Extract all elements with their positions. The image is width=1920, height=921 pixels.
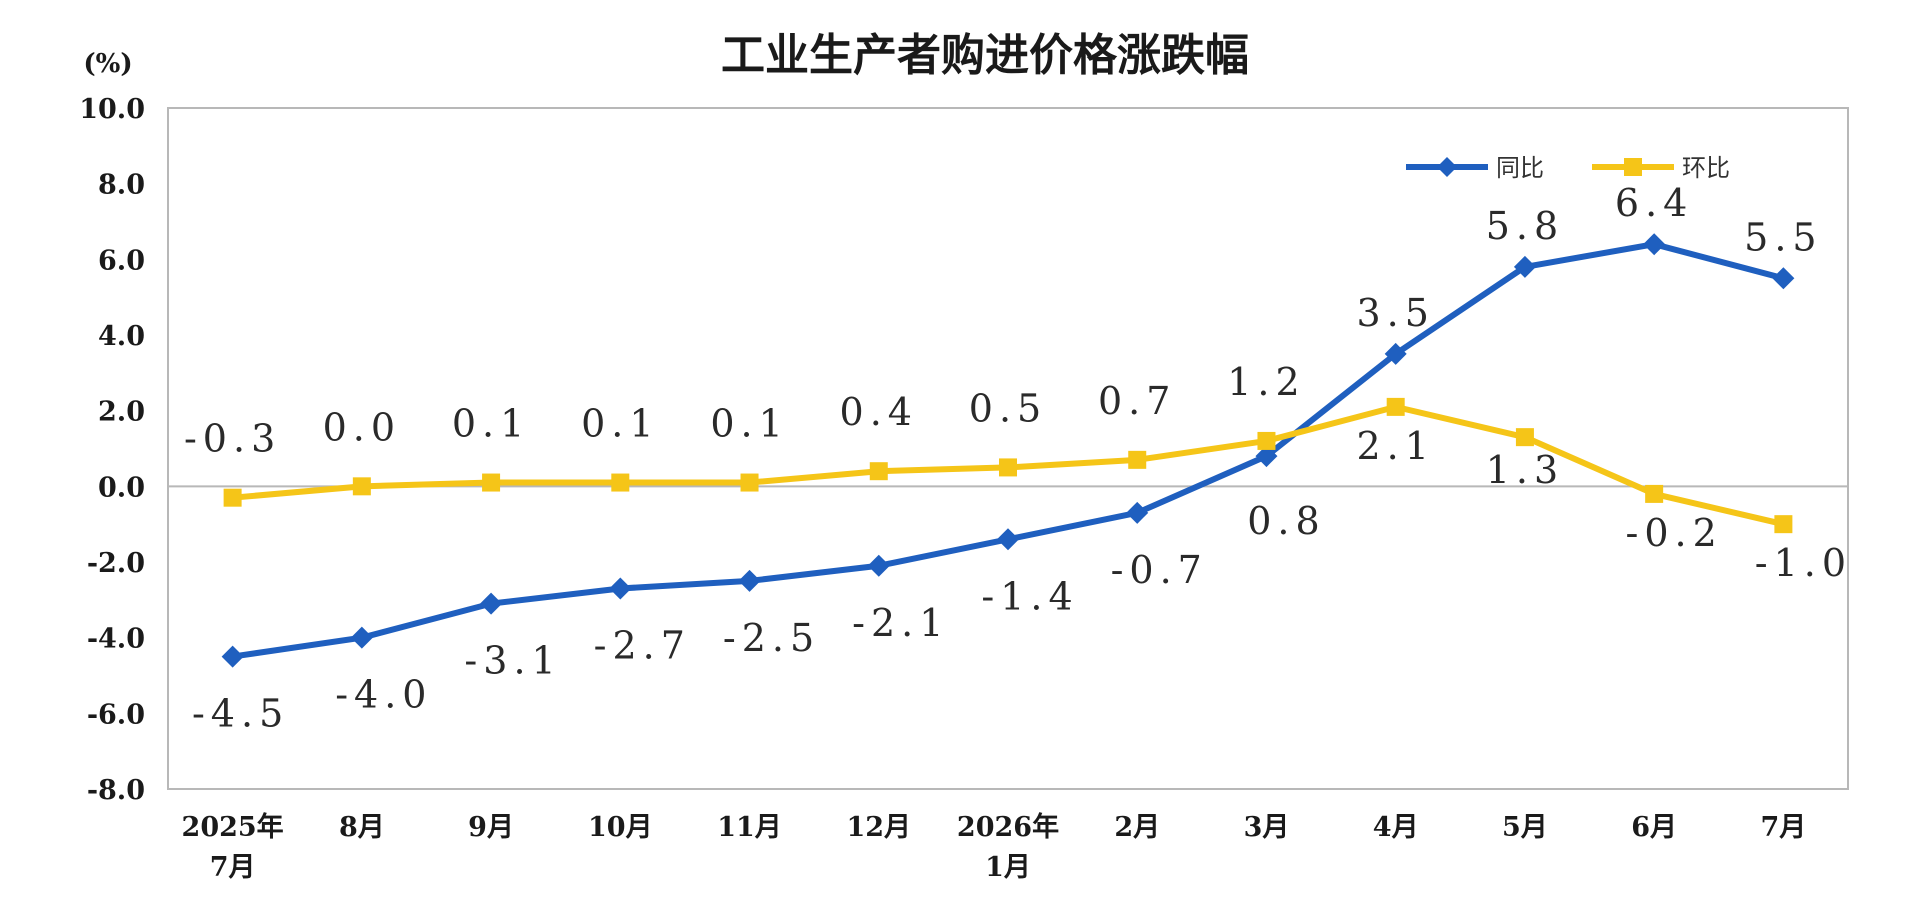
yoy-data-label: 6.4 xyxy=(1615,181,1693,225)
series-marker-diamond xyxy=(221,645,244,668)
y-tick-label: -4.0 xyxy=(87,624,145,655)
series-marker-square xyxy=(352,477,371,496)
y-tick-label: 10.0 xyxy=(79,94,145,125)
yoy-data-label: -2.1 xyxy=(852,601,949,645)
mom-data-label: 2.1 xyxy=(1356,424,1434,468)
x-tick-label: 5月 xyxy=(1502,812,1548,843)
x-tick-label: 8月 xyxy=(339,812,385,843)
series-marker-square xyxy=(611,473,630,492)
plot-area-frame xyxy=(167,107,1849,790)
yoy-data-label: -3.1 xyxy=(464,639,561,683)
series-marker-diamond xyxy=(1255,445,1278,468)
series-marker-square xyxy=(869,462,888,481)
mom-data-label: 0.5 xyxy=(969,386,1047,430)
x-tick-label: 12月 xyxy=(846,812,911,843)
legend-marker-square xyxy=(1624,158,1642,176)
mom-data-label: -0.2 xyxy=(1626,511,1723,555)
x-tick-label: 1月 xyxy=(985,852,1031,883)
y-tick-label: 8.0 xyxy=(98,170,145,201)
y-tick-label: 4.0 xyxy=(98,321,145,352)
y-tick-label: 0.0 xyxy=(98,472,145,503)
x-tick-label: 9月 xyxy=(468,812,514,843)
series-marker-square xyxy=(223,488,242,507)
mom-data-label: 0.4 xyxy=(840,390,918,434)
series-marker-diamond xyxy=(1643,233,1666,256)
series-marker-diamond xyxy=(480,592,503,615)
yoy-data-label: -4.5 xyxy=(192,692,289,736)
series-marker-square xyxy=(1257,431,1276,450)
legend-label: 同比 xyxy=(1496,154,1544,182)
y-tick-label: 6.0 xyxy=(98,245,145,276)
mom-data-label: 0.1 xyxy=(581,402,659,446)
yoy-data-label: 5.5 xyxy=(1744,215,1822,259)
x-tick-label: 7月 xyxy=(210,852,256,883)
mom-data-label: 0.7 xyxy=(1098,379,1176,423)
yoy-data-label: 3.5 xyxy=(1356,291,1434,335)
y-tick-label: -2.0 xyxy=(87,548,145,579)
x-tick-label: 2025年 xyxy=(182,811,284,843)
series-marker-diamond xyxy=(738,569,761,592)
series-marker-diamond xyxy=(1772,267,1795,290)
mom-data-label: 0.1 xyxy=(452,402,530,446)
mom-data-label: -1.0 xyxy=(1755,541,1852,585)
x-tick-label: 10月 xyxy=(588,812,653,843)
yoy-data-label: -1.4 xyxy=(981,574,1078,618)
series-marker-square xyxy=(1645,484,1664,503)
series-marker-diamond xyxy=(350,626,373,649)
x-tick-label: 11月 xyxy=(717,812,782,843)
series-marker-square xyxy=(740,473,759,492)
chart-title: 工业生产者购进价格涨跌幅 xyxy=(721,30,1249,81)
y-tick-label: 2.0 xyxy=(98,397,145,428)
series-marker-square xyxy=(1515,428,1534,447)
x-tick-label: 3月 xyxy=(1244,812,1290,843)
y-unit-label: (%) xyxy=(83,49,132,79)
series-marker-square xyxy=(482,473,501,492)
series-marker-diamond xyxy=(1126,501,1149,524)
series-marker-diamond xyxy=(1384,342,1407,365)
yoy-data-label: -2.7 xyxy=(594,623,691,667)
series-marker-diamond xyxy=(997,528,1019,551)
mom-data-label: 0.0 xyxy=(323,405,401,449)
mom-data-label: -0.3 xyxy=(184,417,281,461)
x-tick-label: 4月 xyxy=(1373,812,1419,843)
mom-data-label: 0.1 xyxy=(710,402,788,446)
yoy-data-label: 5.8 xyxy=(1486,204,1564,248)
series-marker-diamond xyxy=(867,554,890,577)
legend-label: 环比 xyxy=(1682,154,1730,182)
series-marker-square xyxy=(1128,450,1147,469)
series-marker-diamond xyxy=(609,577,632,600)
series-marker-diamond xyxy=(1513,255,1536,278)
mom-data-label: 1.3 xyxy=(1486,448,1564,492)
legend-marker-diamond xyxy=(1437,157,1457,177)
yoy-data-label: -0.7 xyxy=(1111,548,1208,592)
x-tick-label: 2026年 xyxy=(957,811,1059,843)
yoy-data-label: -4.0 xyxy=(335,673,432,717)
yoy-data-label: -2.5 xyxy=(723,616,820,660)
series-marker-square xyxy=(999,458,1017,477)
mom-data-label: 1.2 xyxy=(1227,360,1305,404)
y-tick-label: -8.0 xyxy=(87,775,145,806)
x-tick-label: 6月 xyxy=(1631,812,1677,843)
yoy-data-label: 0.8 xyxy=(1247,499,1325,543)
series-marker-square xyxy=(1386,397,1405,416)
x-tick-label: 7月 xyxy=(1760,812,1806,843)
y-tick-label: -6.0 xyxy=(87,699,145,730)
series-marker-square xyxy=(1774,515,1793,534)
x-tick-label: 2月 xyxy=(1114,812,1160,843)
